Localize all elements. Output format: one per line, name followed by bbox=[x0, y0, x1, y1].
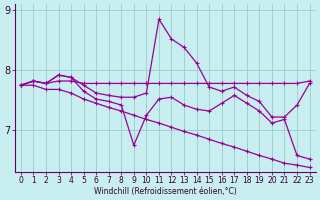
X-axis label: Windchill (Refroidissement éolien,°C): Windchill (Refroidissement éolien,°C) bbox=[94, 187, 236, 196]
